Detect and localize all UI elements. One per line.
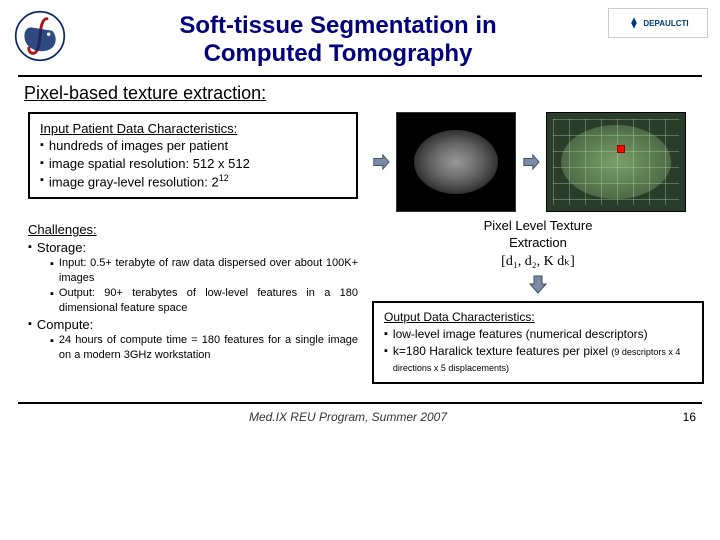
brain-integral-logo — [12, 8, 68, 64]
output-characteristics-box: Output Data Characteristics: low-level i… — [372, 301, 704, 383]
pixel-texture-caption: Pixel Level Texture Extraction — [372, 218, 704, 252]
title-line1: Soft-tissue Segmentation in — [179, 12, 496, 39]
compute-b1: 24 hours of compute time = 180 features … — [50, 333, 358, 363]
output-b2a: k=180 Haralick texture features per pixe… — [393, 344, 611, 358]
slide-title: Soft-tissue Segmentation in Computed Tom… — [68, 12, 608, 69]
output-bullet-2: k=180 Haralick texture features per pixe… — [384, 343, 692, 375]
header-rule — [18, 75, 702, 77]
input-box-title: Input Patient Data Characteristics: — [40, 120, 346, 138]
title-block: Soft-tissue Segmentation in Computed Tom… — [68, 8, 608, 69]
title-line2: Computed Tomography — [204, 40, 473, 67]
section-subhead: Pixel-based texture extraction: — [0, 83, 720, 112]
challenges-title: Challenges: — [28, 221, 358, 239]
output-box-title: Output Data Characteristics: — [384, 309, 692, 325]
input-b3-prefix: image gray-level resolution: 2 — [49, 175, 219, 190]
storage-b1: Input: 0.5+ terabyte of raw data dispers… — [50, 256, 358, 286]
page-number: 16 — [656, 410, 696, 424]
footer: Med.IX REU Program, Summer 2007 16 — [0, 410, 720, 424]
compute-sub-bullets: 24 hours of compute time = 180 features … — [28, 333, 358, 363]
grid-overlay — [553, 119, 679, 205]
header: Soft-tissue Segmentation in Computed Tom… — [0, 0, 720, 69]
arrow-down-icon — [372, 274, 704, 299]
caption-line2: Extraction — [509, 235, 567, 250]
left-column: Input Patient Data Characteristics: hund… — [28, 112, 358, 384]
caption-line1: Pixel Level Texture — [484, 218, 593, 233]
footer-rule — [18, 402, 702, 404]
storage-label: Storage: — [28, 239, 358, 257]
ct-scan-grid-overlay — [546, 112, 686, 212]
body: Input Patient Data Characteristics: hund… — [0, 112, 720, 384]
challenges-block: Challenges: Storage: Input: 0.5+ terabyt… — [28, 221, 358, 363]
arrow-right-icon — [522, 152, 540, 172]
arrow-right-icon — [372, 152, 390, 172]
ct-scan-grayscale — [396, 112, 516, 212]
footer-center: Med.IX REU Program, Summer 2007 — [40, 410, 656, 424]
output-bullet-1: low-level image features (numerical desc… — [384, 326, 692, 344]
storage-sub-bullets: Input: 0.5+ terabyte of raw data dispers… — [28, 256, 358, 315]
right-column: Pixel Level Texture Extraction [d₁, d₂, … — [372, 112, 704, 384]
input-bullet-2: image spatial resolution: 512 x 512 — [40, 155, 346, 173]
storage-b2: Output: 90+ terabytes of low-level featu… — [50, 286, 358, 316]
input-bullet-3: image gray-level resolution: 212 — [40, 172, 346, 191]
input-b3-exponent: 12 — [219, 173, 229, 183]
compute-label: Compute: — [28, 316, 358, 334]
logo-right-text: DEPAULCTI — [643, 19, 688, 28]
input-bullet-1: hundreds of images per patient — [40, 137, 346, 155]
image-row — [372, 112, 704, 212]
feature-vector: [d₁, d₂, K dₖ] — [372, 253, 704, 270]
pixel-marker-icon — [617, 145, 625, 153]
depaul-cti-logo: DEPAULCTI — [608, 8, 708, 38]
input-characteristics-box: Input Patient Data Characteristics: hund… — [28, 112, 358, 200]
